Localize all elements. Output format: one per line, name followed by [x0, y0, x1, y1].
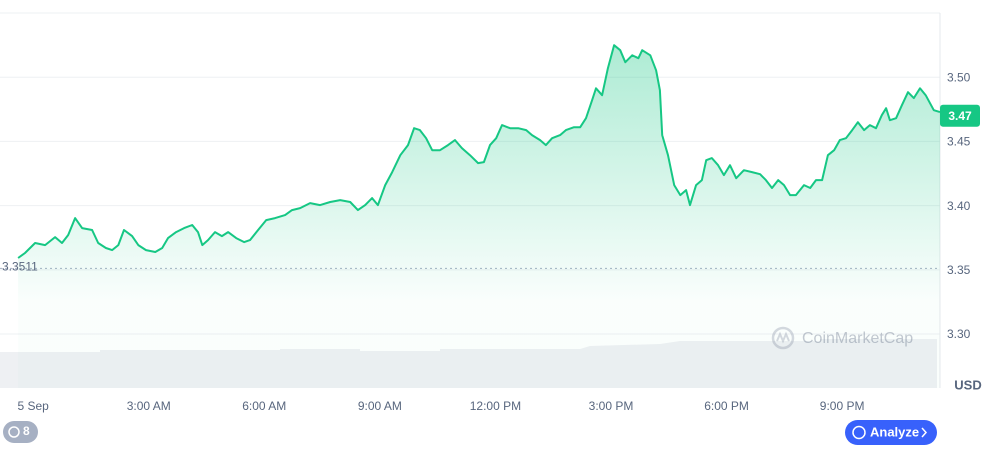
x-tick-label: 6:00 AM [242, 399, 286, 413]
x-tick-label: 6:00 PM [704, 399, 749, 413]
x-tick-label: 9:00 AM [358, 399, 402, 413]
watermark: CoinMarketCap [771, 326, 913, 350]
y-tick-label: 3.35 [947, 263, 971, 277]
area-fill [18, 45, 941, 388]
analyze-button[interactable]: Analyze [845, 420, 937, 445]
x-tick-label: 3:00 AM [127, 399, 171, 413]
plot [0, 44, 941, 388]
button-icon [852, 425, 866, 440]
y-tick-label: 3.40 [947, 199, 971, 213]
y-tick-label: 3.50 [947, 70, 971, 84]
x-tick-label: 3:00 PM [589, 399, 634, 413]
current-price-label: 3.47 [948, 109, 972, 123]
history-count: 8 [23, 424, 30, 438]
reference-label: 3.3511 [2, 260, 38, 274]
button-chevron [921, 427, 928, 438]
watermark-text: CoinMarketCap [802, 330, 913, 347]
x-tick-label: 5 Sep [17, 399, 49, 413]
history-badge[interactable]: 8 [3, 421, 38, 443]
x-tick-label: 12:00 PM [470, 399, 521, 413]
current-price-tag [940, 104, 980, 127]
price-line [17, 44, 941, 259]
history-icon [8, 426, 20, 438]
y-tick-label: 3.30 [947, 327, 971, 341]
badge-bg [3, 421, 38, 443]
x-tick-label: 9:00 PM [820, 399, 865, 413]
button-text: Analyze [870, 424, 919, 439]
y-tick-label: 3.45 [947, 135, 971, 149]
button-bg [845, 420, 937, 445]
currency-label: USD [954, 377, 981, 392]
